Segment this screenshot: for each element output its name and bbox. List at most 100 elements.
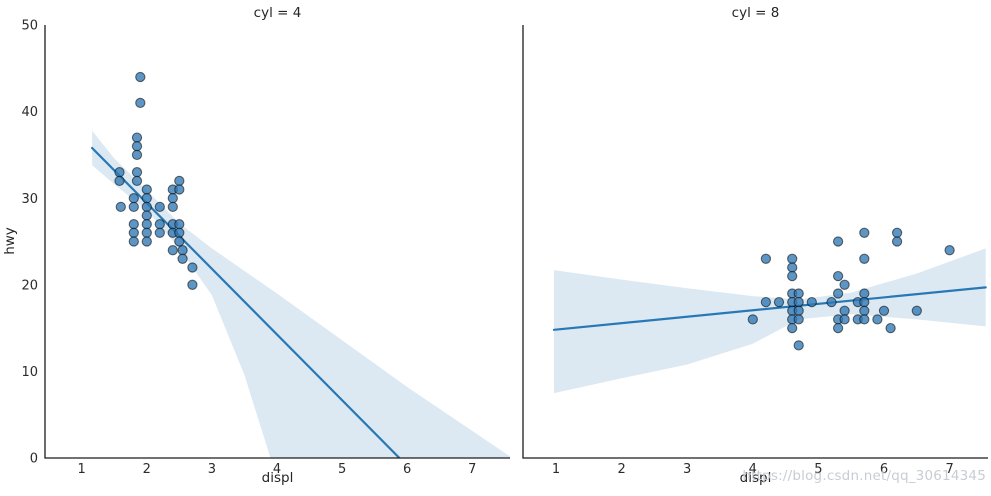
x-tick-label: 6 (880, 462, 888, 477)
data-point (128, 236, 139, 247)
data-point (773, 296, 785, 308)
data-point (128, 193, 139, 204)
data-point (832, 236, 844, 247)
regression-line (552, 286, 987, 331)
data-point (128, 227, 139, 238)
x-tick-label: 3 (683, 462, 691, 477)
data-point (131, 175, 143, 187)
x-axis-label-left: displ (262, 470, 294, 486)
data-point (787, 322, 798, 334)
y-tick-label: 40 (21, 105, 38, 120)
data-point (885, 322, 896, 334)
data-point (177, 253, 188, 264)
confidence-band (554, 248, 986, 394)
data-point (167, 201, 178, 213)
data-point (167, 193, 178, 204)
panel-cyl=8: 1 2 3 4 5 6 7 (522, 25, 988, 477)
x-tick-label: 6 (403, 462, 411, 477)
panel-title-cyl8: cyl = 8 (732, 5, 780, 21)
data-point (114, 167, 125, 178)
confidence-band (92, 130, 510, 458)
data-point (154, 227, 165, 238)
x-tick-label: 2 (143, 462, 151, 477)
data-point (154, 219, 165, 230)
data-point (760, 253, 772, 264)
data-point (793, 305, 804, 316)
data-point (128, 201, 139, 213)
data-point (859, 296, 870, 308)
watermark: https://blog.csdn.net/qq_30614345 (742, 468, 986, 484)
panels-layer: 1 2 3 4 5 6 7 0 10 20 30 40 50 1 2 3 4 5 6 7 (21, 19, 988, 477)
data-point (760, 296, 772, 308)
data-point (859, 253, 870, 264)
data-point (891, 227, 903, 238)
y-axis-label: hwy (2, 227, 18, 255)
data-point (141, 227, 152, 238)
data-point (174, 236, 185, 247)
data-point (787, 262, 798, 273)
data-point (911, 305, 922, 316)
y-tick-label: 20 (21, 278, 38, 293)
data-point (859, 305, 870, 316)
data-point (787, 253, 798, 264)
x-tick-label: 5 (338, 462, 346, 477)
data-point (839, 314, 850, 325)
data-point (826, 296, 837, 308)
data-point (174, 184, 185, 195)
data-point (747, 314, 758, 325)
panel-title-cyl4: cyl = 4 (254, 5, 302, 21)
y-tick-label: 30 (21, 192, 38, 207)
data-point (174, 175, 185, 187)
data-point (832, 322, 844, 334)
x-tick-label: 5 (814, 462, 822, 477)
data-point (839, 305, 850, 316)
y-tick-label: 10 (21, 365, 38, 380)
x-tick-label: 4 (749, 462, 757, 477)
x-axis-label-right: displ (740, 470, 772, 486)
data-point (832, 270, 844, 282)
data-point (793, 296, 804, 308)
data-point (114, 175, 125, 187)
data-point (872, 314, 883, 325)
data-point (167, 245, 178, 256)
data-point (859, 227, 870, 238)
x-tick-label: 7 (468, 462, 476, 477)
data-point (832, 288, 844, 299)
data-point (135, 97, 146, 109)
data-point (174, 227, 185, 238)
data-point (806, 296, 817, 308)
data-point (878, 305, 890, 316)
data-point (131, 141, 143, 152)
axis-spines (44, 25, 510, 459)
data-point (187, 262, 198, 273)
plot-area (91, 71, 510, 458)
labels-layer: cyl = 4 cyl = 8 hwy displ displ https://… (2, 5, 986, 486)
data-point (787, 270, 798, 282)
regression-line (91, 146, 401, 458)
data-point (859, 314, 870, 325)
plot-area (552, 227, 987, 394)
x-tick-label: 2 (617, 462, 625, 477)
x-tick-label: 3 (208, 462, 216, 477)
data-point (793, 288, 804, 299)
data-point (793, 340, 804, 351)
data-point (141, 210, 152, 221)
data-point (891, 236, 903, 247)
data-point (174, 219, 185, 230)
data-point (141, 219, 152, 230)
data-point (154, 201, 165, 213)
x-tick-label: 1 (552, 462, 560, 477)
panel-cyl=4: 1 2 3 4 5 6 7 0 10 20 30 40 50 (21, 19, 510, 477)
data-point (135, 71, 146, 83)
data-point (177, 245, 188, 256)
data-point (131, 167, 143, 178)
data-point (793, 314, 804, 325)
data-point (839, 279, 850, 290)
x-tick-label: 1 (78, 462, 86, 477)
y-tick-label: 0 (30, 452, 38, 467)
data-point (859, 288, 870, 299)
data-point (131, 132, 143, 143)
y-tick-label: 50 (21, 19, 38, 34)
axis-spines (522, 25, 988, 459)
